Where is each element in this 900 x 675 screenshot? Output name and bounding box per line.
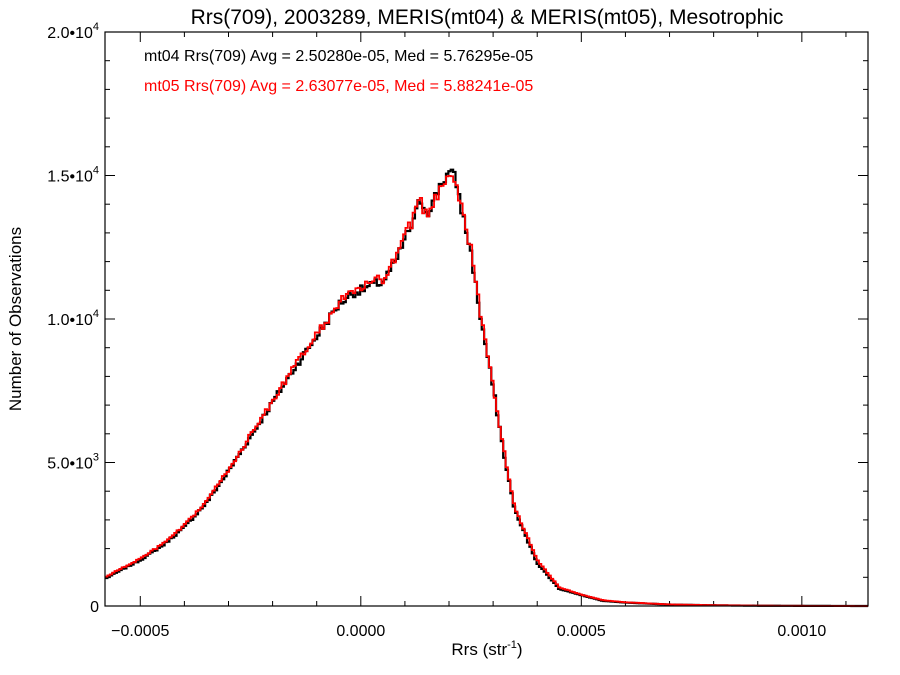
plot-frame bbox=[104, 31, 869, 607]
x-tick-label: 0.0010 bbox=[777, 623, 826, 640]
y-axis-label: Number of Observations bbox=[6, 227, 25, 411]
annotation-mt04: mt04 Rrs(709) Avg = 2.50280e-05, Med = 5… bbox=[144, 48, 533, 65]
y-tick-label: 1.5•104 bbox=[47, 165, 99, 186]
y-tick-label: 5.0•103 bbox=[47, 452, 99, 473]
x-axis-label-close: ) bbox=[517, 640, 523, 659]
axis-ticks bbox=[105, 31, 868, 607]
y-tick-exponent: 3 bbox=[93, 452, 99, 464]
y-tick-mantissa: 2.0•10 bbox=[47, 25, 93, 42]
x-tick-labels: −0.0005 0.0000 0.0005 0.0010 bbox=[111, 623, 826, 640]
x-axis-label: Rrs (str-1) bbox=[451, 639, 522, 659]
series-line-1 bbox=[105, 175, 868, 607]
y-tick-mantissa: 1.0•10 bbox=[47, 312, 93, 329]
y-tick-exponent: 4 bbox=[93, 165, 99, 177]
x-axis-label-text: Rrs (str bbox=[451, 640, 507, 659]
y-tick-label: 1.0•104 bbox=[47, 308, 99, 329]
y-tick-mantissa: 0 bbox=[90, 599, 99, 616]
x-axis-label-unit-exponent: -1 bbox=[507, 639, 517, 651]
y-tick-exponent: 4 bbox=[93, 21, 99, 33]
y-tick-mantissa: 5.0•10 bbox=[47, 456, 93, 473]
series-lines bbox=[105, 168, 868, 608]
y-tick-mantissa: 1.5•10 bbox=[47, 169, 93, 186]
annotation-mt05: mt05 Rrs(709) Avg = 2.63077e-05, Med = 5… bbox=[144, 78, 533, 95]
y-tick-exponent: 4 bbox=[93, 308, 99, 320]
chart-title: Rrs(709), 2003289, MERIS(mt04) & MERIS(m… bbox=[191, 6, 784, 29]
x-tick-label: −0.0005 bbox=[111, 623, 169, 640]
x-tick-label: 0.0005 bbox=[557, 623, 606, 640]
y-tick-label: 0 bbox=[90, 599, 99, 616]
y-tick-label: 2.0•104 bbox=[47, 21, 99, 42]
series-line-0 bbox=[105, 168, 868, 608]
x-tick-label: 0.0000 bbox=[336, 623, 385, 640]
